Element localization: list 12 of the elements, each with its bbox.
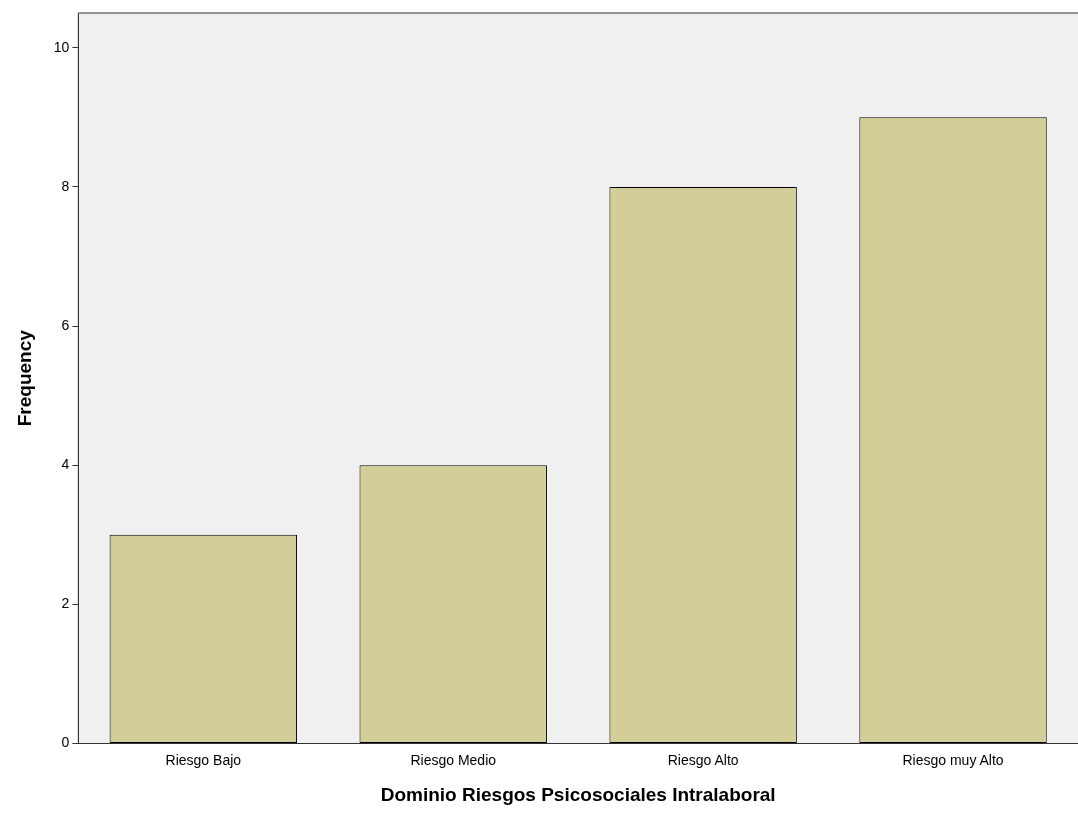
x-tick-label: Riesgo Alto (667, 751, 739, 768)
y-axis-title: Frequency (13, 329, 35, 427)
y-tick-label: 4 (61, 456, 70, 473)
y-tick-label: 0 (61, 734, 70, 751)
x-tick-label: Riesgo Medio (410, 751, 497, 768)
x-axis-title: Dominio Riesgos Psicosociales Intralaboral (380, 783, 776, 805)
x-tick-label: Riesgo Bajo (165, 751, 242, 768)
y-tick-label: 10 (53, 38, 70, 55)
x-tick-label: Riesgo muy Alto (902, 751, 1004, 768)
y-tick-label: 8 (61, 177, 70, 194)
y-tick-label: 2 (61, 595, 70, 612)
y-tick-label: 6 (61, 316, 70, 333)
